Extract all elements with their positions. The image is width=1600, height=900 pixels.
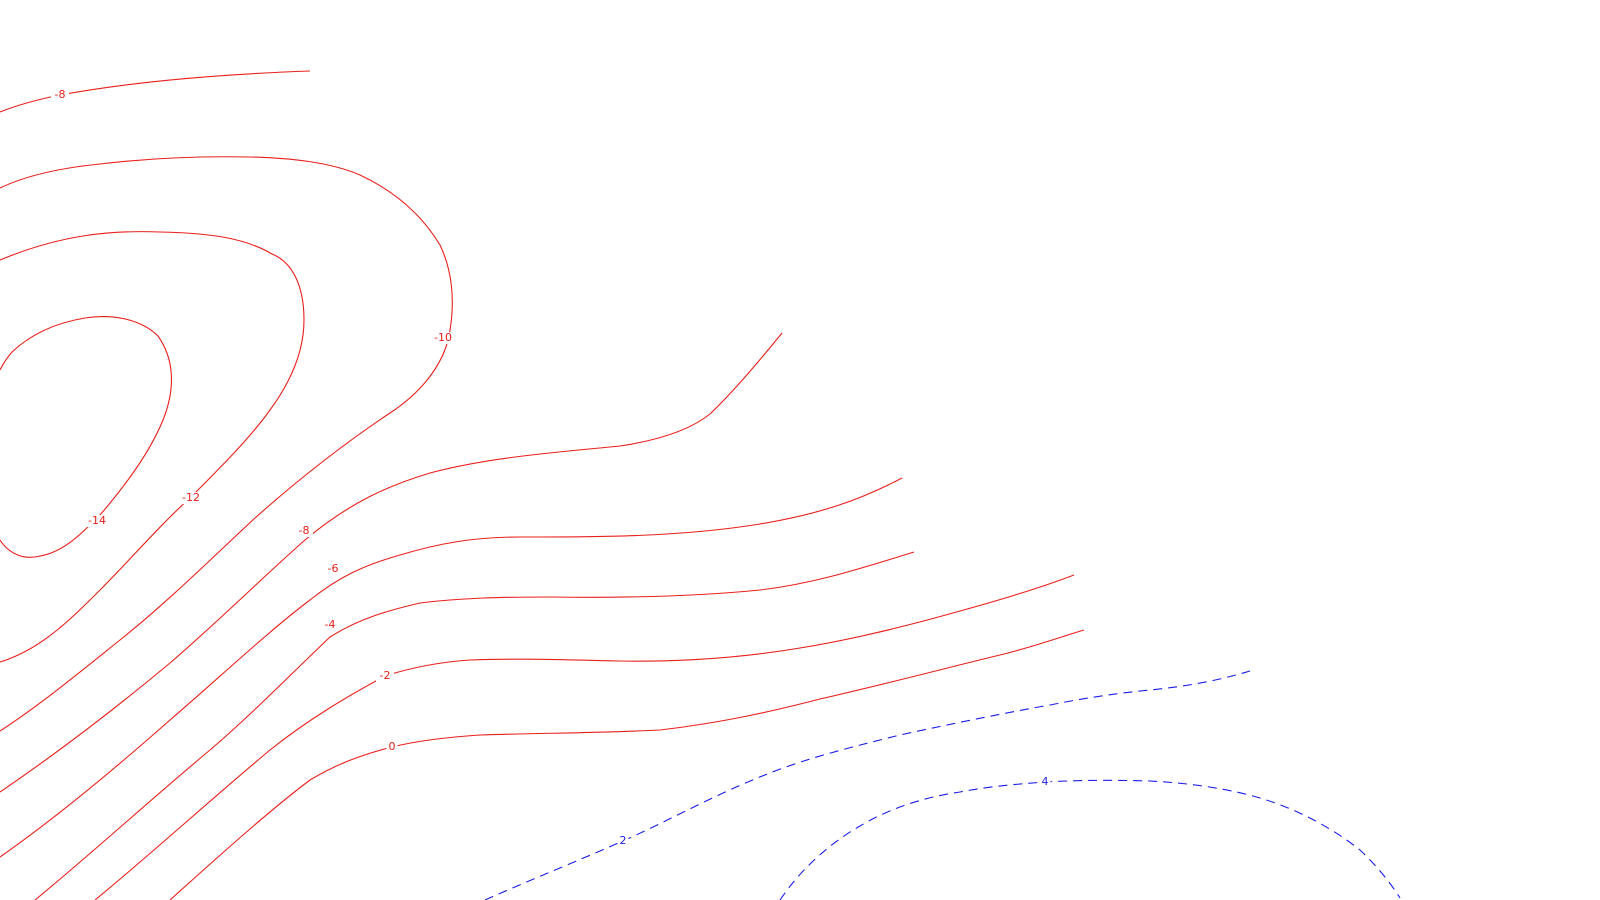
contour-line <box>0 70 311 113</box>
contour-line <box>169 629 1085 900</box>
contour-line <box>0 156 453 732</box>
contour-line <box>779 779 1401 900</box>
contour-label: -10 <box>434 331 452 344</box>
contour-label-background <box>178 492 204 504</box>
contour-label-background <box>1039 776 1051 788</box>
contour-label-background <box>51 89 69 101</box>
contour-label: -14 <box>88 514 106 527</box>
contour-label: 4 <box>1042 775 1049 788</box>
contour-labels: -14 -12 -10 -8 -8 -6 -4 -2 0 2 4 <box>51 88 1051 847</box>
contour-line <box>0 231 305 663</box>
contour-label-background <box>617 835 629 847</box>
contour-label: -8 <box>299 524 310 537</box>
contour-line <box>0 477 903 858</box>
contour-line <box>94 574 1075 900</box>
contour-label-background <box>376 670 394 682</box>
contour-label-background <box>324 563 342 575</box>
contour-label: -2 <box>380 669 391 682</box>
contour-line <box>0 316 172 558</box>
contour-label: 0 <box>389 740 396 753</box>
contour-label: -8 <box>55 88 66 101</box>
contour-label: -4 <box>325 618 336 631</box>
contour-label-background <box>295 525 313 537</box>
contour-label: -6 <box>328 562 339 575</box>
contour-label: 2 <box>620 834 627 847</box>
contour-label-background <box>321 619 339 631</box>
contour-label-background <box>84 515 110 527</box>
contour-line <box>484 670 1251 900</box>
contour-lines <box>0 70 1401 900</box>
contour-line <box>34 551 915 900</box>
contour-line <box>0 332 783 793</box>
contour-label: -12 <box>182 491 200 504</box>
contour-label-background <box>386 741 398 753</box>
contour-label-background <box>430 332 456 344</box>
